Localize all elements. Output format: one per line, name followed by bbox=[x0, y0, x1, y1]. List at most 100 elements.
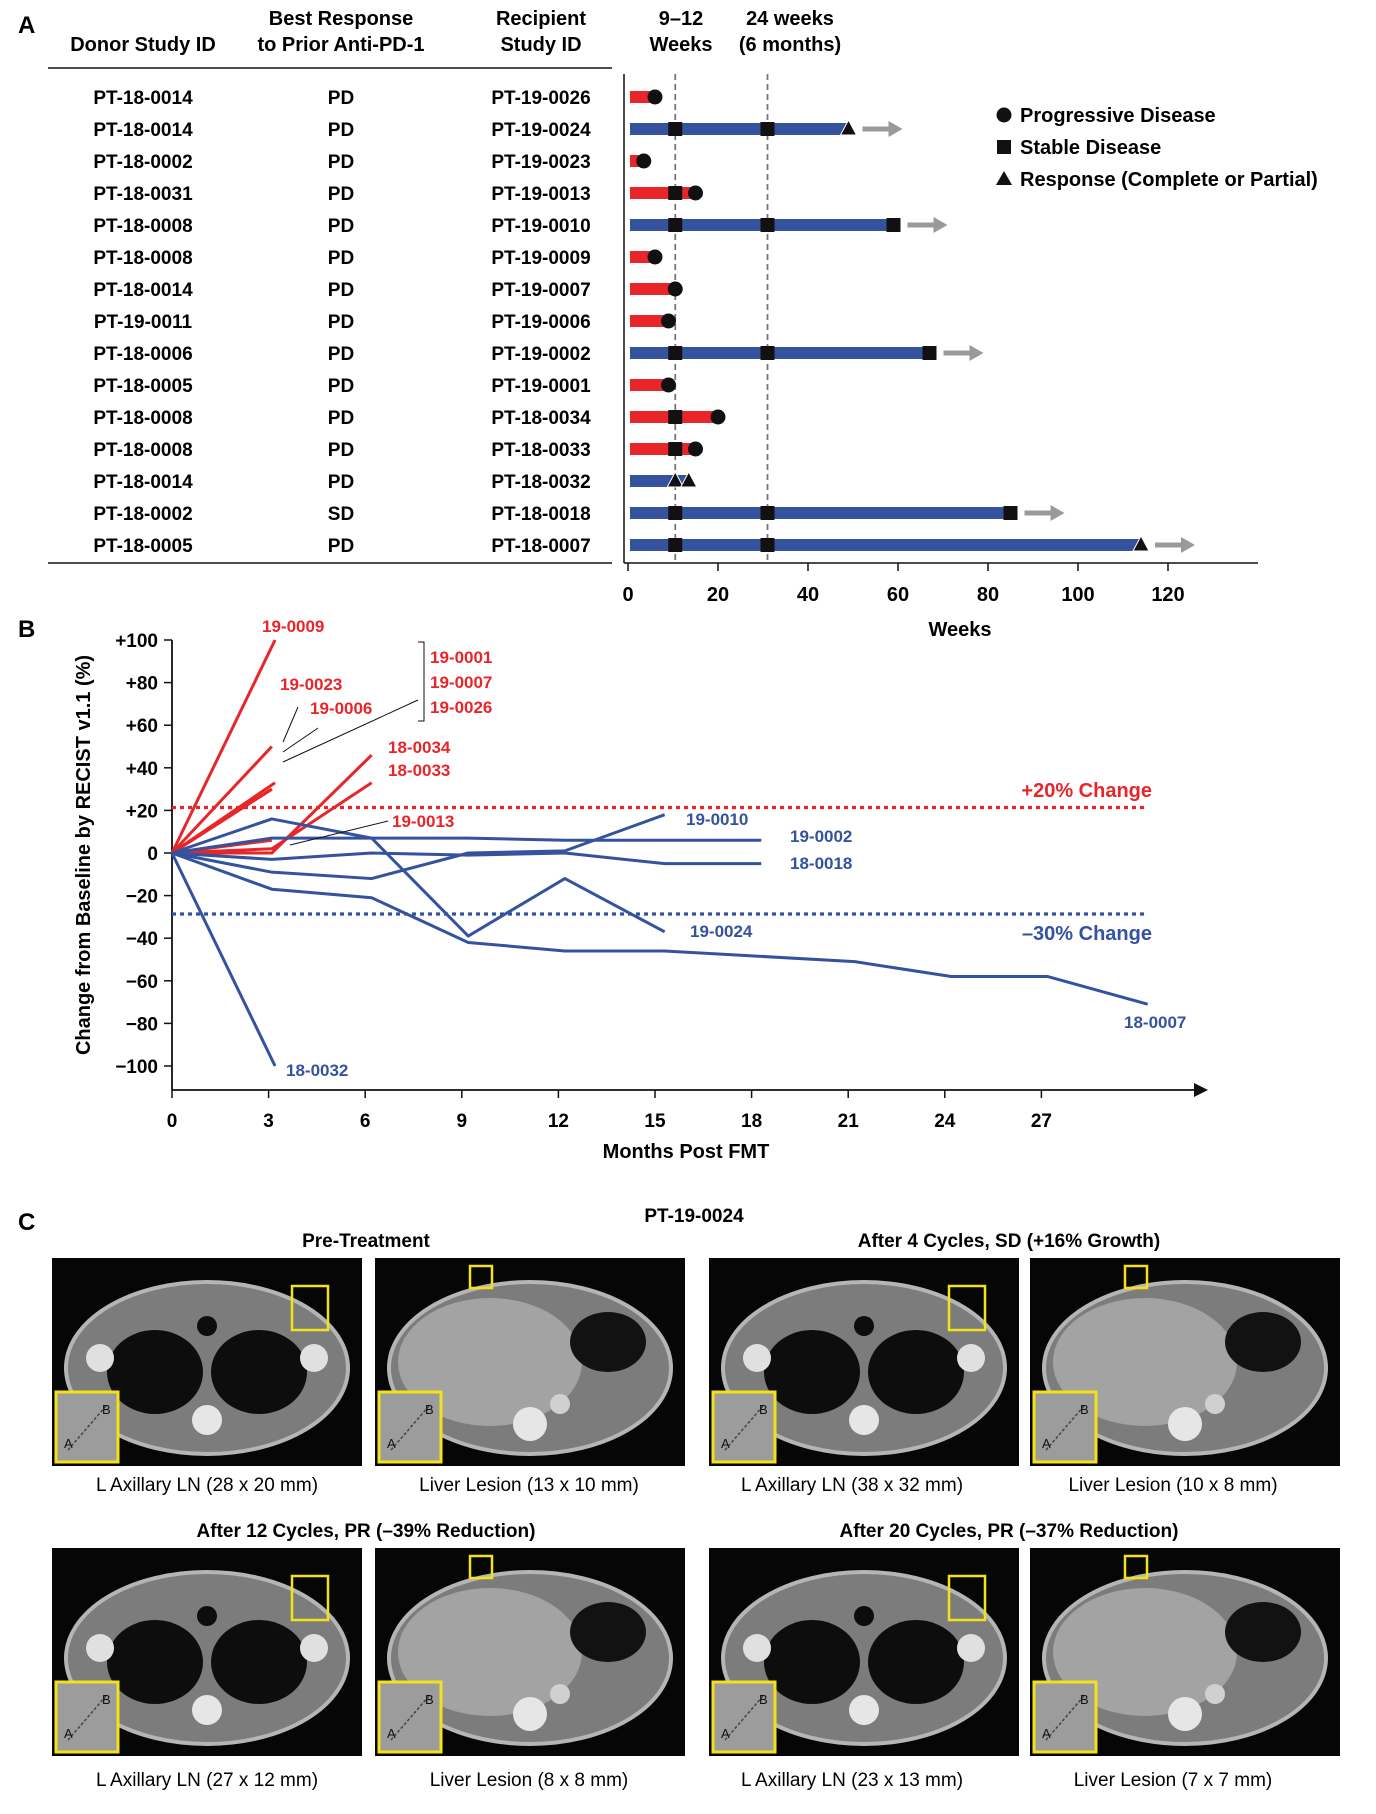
ct-captions: L Axillary LN (28 x 20 mm) Liver Lesion … bbox=[96, 1475, 1278, 1791]
bracket-label-3: 19-0026 bbox=[430, 698, 492, 717]
recipient-header-line2: Study ID bbox=[500, 34, 581, 56]
lesion-box bbox=[947, 1574, 987, 1622]
bracket bbox=[418, 641, 425, 722]
swimmer-bar bbox=[630, 187, 696, 199]
panel-a-rows: PT-18-0014 PD PT-19-0026 PT-18-0014 PD PT-19-… bbox=[93, 88, 591, 557]
progressive-marker bbox=[636, 153, 652, 169]
group-title-12-cycles: After 12 Cycles, PR (–39% Reduction) bbox=[197, 1521, 536, 1542]
line-x-ticks: 0 3 6 9 12 15 18 21 24 27 bbox=[167, 1090, 1052, 1132]
best-header-line1: Best Response bbox=[269, 8, 414, 30]
panel-b-letter: B bbox=[18, 616, 35, 643]
stable-marker bbox=[668, 538, 683, 552]
lesion-box bbox=[468, 1264, 494, 1290]
stable-marker bbox=[922, 346, 937, 360]
caption-12c-liver: Liver Lesion (8 x 8 mm) bbox=[430, 1770, 629, 1791]
row-recipient-cell: PT-19-0009 bbox=[491, 248, 590, 269]
row-donor-cell: PT-18-0002 bbox=[93, 504, 192, 525]
leader-19-0023 bbox=[282, 706, 299, 743]
ongoing-arrow-head bbox=[969, 345, 984, 361]
row-recipient-cell: PT-18-0033 bbox=[491, 440, 590, 461]
stable-marker bbox=[668, 186, 683, 200]
label-18-0007: 18-0007 bbox=[1124, 1013, 1186, 1032]
bracket-label-2: 19-0007 bbox=[430, 673, 492, 692]
swimmer-x-ticks: 0 20 40 60 80 100 120 bbox=[622, 563, 1185, 606]
stable-marker bbox=[1003, 506, 1018, 520]
row-best-cell: PD bbox=[328, 88, 354, 109]
inset-letter-b: B bbox=[425, 1692, 434, 1707]
caption-20c-ln: L Axillary LN (23 x 13 mm) bbox=[741, 1770, 963, 1791]
x-tick-label: 120 bbox=[1151, 584, 1184, 606]
row-best-cell: PD bbox=[328, 440, 354, 461]
stable-marker bbox=[668, 122, 683, 136]
swimmer-bar bbox=[630, 347, 930, 359]
ct-axillary-scan: AB bbox=[709, 1258, 1019, 1466]
panel-c-letter: C bbox=[18, 1209, 35, 1236]
x-tick-label: 20 bbox=[707, 584, 729, 606]
label-19-0013: 19-0013 bbox=[392, 812, 454, 831]
label-18-0034: 18-0034 bbox=[388, 738, 451, 757]
y-tick-label: +100 bbox=[115, 631, 158, 652]
label-19-0009: 19-0009 bbox=[262, 617, 324, 636]
y-tick-label: +80 bbox=[126, 674, 158, 695]
series-line-19-0024 bbox=[171, 817, 666, 938]
row-recipient-cell: PT-18-0032 bbox=[491, 472, 590, 493]
y-tick-label: −100 bbox=[115, 1057, 158, 1078]
ongoing-arrow-head bbox=[1050, 505, 1065, 521]
best-header-line2: to Prior Anti-PD-1 bbox=[257, 34, 424, 56]
legend-triangle-marker bbox=[996, 171, 1012, 185]
ct-liver-scan: AB bbox=[375, 1548, 685, 1756]
inset-letter-b: B bbox=[102, 1402, 111, 1417]
lesion-box bbox=[290, 1284, 330, 1332]
inset-zoom bbox=[377, 1680, 443, 1754]
progressive-marker bbox=[688, 441, 703, 457]
stable-marker bbox=[760, 346, 775, 360]
progressive-marker bbox=[688, 185, 703, 201]
stable-marker bbox=[668, 218, 683, 232]
label-19-0023: 19-0023 bbox=[280, 675, 342, 694]
row-best-cell: PD bbox=[328, 120, 354, 141]
row-best-cell: PD bbox=[328, 152, 354, 173]
panel-a: A Donor Study ID Best Response to Prior … bbox=[18, 8, 1318, 641]
group-title-20-cycles: After 20 Cycles, PR (–37% Reduction) bbox=[840, 1521, 1179, 1542]
inset-letter-a: A bbox=[1042, 1436, 1051, 1451]
stable-marker bbox=[760, 506, 775, 520]
ct-liver-scan: AB bbox=[375, 1258, 685, 1466]
row-best-cell: PD bbox=[328, 216, 354, 237]
row-recipient-cell: PT-19-0024 bbox=[491, 120, 591, 141]
row-donor-cell: PT-19-0011 bbox=[94, 312, 193, 333]
y-tick-label: +20 bbox=[126, 801, 158, 822]
inset-letter-a: A bbox=[721, 1436, 730, 1451]
row-donor-cell: PT-18-0014 bbox=[93, 280, 193, 301]
ct-liver-scan: AB bbox=[1030, 1258, 1340, 1466]
row-recipient-cell: PT-19-0002 bbox=[491, 344, 590, 365]
label-19-0006: 19-0006 bbox=[310, 699, 372, 718]
lesion-box bbox=[468, 1554, 494, 1580]
ct-axillary-scan: AB bbox=[52, 1548, 362, 1756]
inset-letter-b: B bbox=[759, 1402, 768, 1417]
swimmer-bar bbox=[630, 283, 676, 295]
caption-pre-ln: L Axillary LN (28 x 20 mm) bbox=[96, 1475, 318, 1496]
panel-a-letter: A bbox=[18, 12, 35, 39]
row-donor-cell: PT-18-0008 bbox=[93, 248, 192, 269]
inset-letter-a: A bbox=[721, 1726, 730, 1741]
row-donor-cell: PT-18-0008 bbox=[93, 216, 192, 237]
x-tick-label: 6 bbox=[360, 1111, 371, 1132]
row-recipient-cell: PT-19-0026 bbox=[491, 88, 590, 109]
row-best-cell: PD bbox=[328, 376, 354, 397]
stable-marker bbox=[760, 122, 775, 136]
progressive-marker bbox=[647, 89, 663, 105]
x-tick-label: 24 bbox=[934, 1111, 956, 1132]
row-donor-cell: PT-18-0008 bbox=[93, 408, 192, 429]
threshold-minus-30-label: –30% Change bbox=[1022, 923, 1152, 945]
row-donor-cell: PT-18-0008 bbox=[93, 440, 192, 461]
swimmer-bar bbox=[630, 123, 849, 135]
row-best-cell: PD bbox=[328, 472, 354, 493]
row-best-cell: PD bbox=[328, 536, 354, 557]
y-tick-label: −60 bbox=[126, 972, 158, 993]
progressive-marker bbox=[647, 249, 663, 265]
caption-20c-liver: Liver Lesion (7 x 7 mm) bbox=[1074, 1770, 1273, 1791]
ct-axillary-scan: AB bbox=[709, 1548, 1019, 1756]
line-y-ticks: +100 +80 +60 +40 +20 0 −20 −40 −60 −80 −100 bbox=[115, 631, 172, 1078]
y-tick-label: +60 bbox=[126, 716, 158, 737]
